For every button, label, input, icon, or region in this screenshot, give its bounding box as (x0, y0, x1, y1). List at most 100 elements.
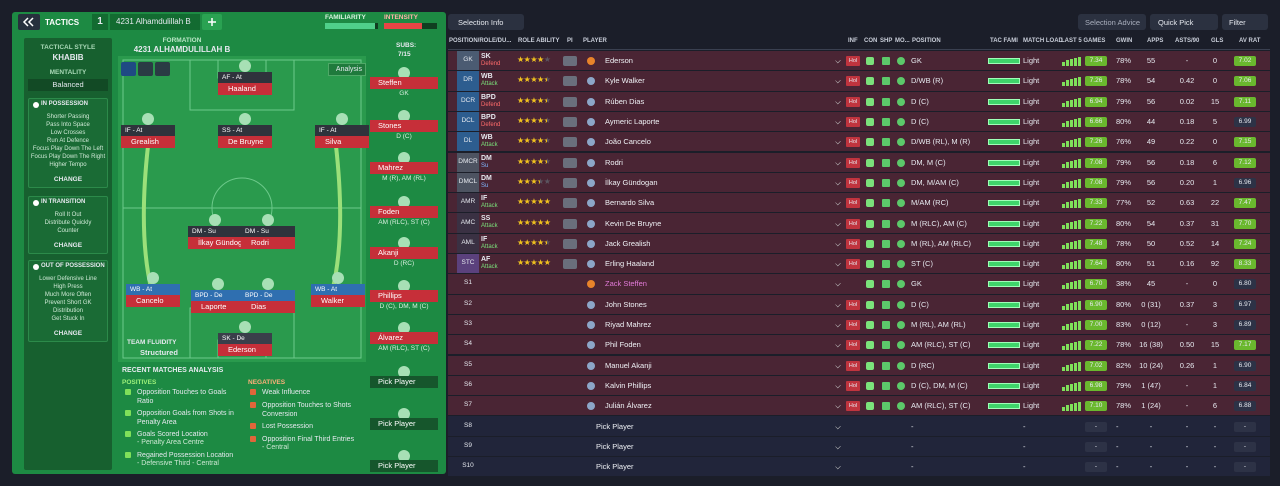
player-role[interactable]: AF - At (218, 72, 272, 83)
view-toggle[interactable] (155, 62, 170, 76)
column-header[interactable]: GLS (1211, 38, 1224, 44)
role[interactable]: AF (481, 256, 491, 263)
filter-button[interactable] (1222, 14, 1268, 30)
column-header[interactable]: CON (864, 38, 878, 44)
mentality-select[interactable]: Balanced (28, 79, 108, 91)
back-button[interactable] (18, 14, 40, 30)
sub-name[interactable]: Stones (370, 120, 438, 132)
formation-name[interactable]: 4231 ALHAMDULILLAH B (133, 45, 231, 54)
player-role[interactable]: IF - At (121, 125, 175, 136)
duty[interactable]: Attack (481, 223, 498, 230)
duty[interactable]: Defend (481, 101, 501, 108)
duty[interactable]: Attack (481, 81, 498, 88)
player-name[interactable]: Rúben Dias (605, 96, 645, 106)
duty[interactable]: Attack (481, 142, 498, 149)
add-tactic-button[interactable] (202, 14, 222, 30)
player-name[interactable]: Walker (311, 295, 365, 307)
player-name[interactable]: Pick Player (596, 441, 634, 451)
player-role[interactable]: WB - At (311, 284, 365, 295)
duty[interactable]: Defend (481, 61, 501, 67)
role[interactable]: IF (481, 195, 488, 203)
player-name[interactable]: João Cancelo (605, 137, 651, 147)
column-header[interactable]: PLAYER (583, 38, 607, 44)
column-header[interactable]: MATCH LOAD (1023, 38, 1063, 44)
role[interactable]: DM (481, 154, 492, 162)
column-header[interactable]: PI (567, 38, 573, 44)
player-name[interactable]: Bernardo Silva (605, 198, 655, 208)
player-name[interactable]: Erling Haaland (605, 259, 655, 269)
player-name[interactable]: Silva (315, 136, 369, 148)
change-button[interactable]: CHANGE (53, 242, 83, 249)
change-button[interactable]: CHANGE (53, 176, 83, 183)
player-name[interactable]: Ederson (218, 344, 272, 356)
sub-name[interactable]: Foden (370, 206, 438, 218)
player-role[interactable]: IF - At (315, 125, 369, 136)
player-name[interactable]: Grealish (121, 136, 175, 148)
player-role[interactable]: SK - De (218, 333, 272, 344)
player-name[interactable]: Zack Steffen (605, 279, 647, 289)
player-name[interactable]: Kyle Walker (605, 76, 645, 86)
quick-pick-button[interactable] (1150, 14, 1218, 30)
sub-name[interactable]: Steffen (370, 77, 438, 89)
player-role[interactable]: SS - At (218, 125, 272, 136)
sub-name[interactable]: Álvarez (370, 332, 438, 344)
player-name[interactable]: De Bruyne (218, 136, 272, 148)
column-header[interactable]: POSITION/ROLE/DU... (449, 38, 512, 44)
player-name[interactable]: Pick Player (596, 462, 634, 472)
duty[interactable]: Attack (481, 264, 498, 270)
column-header[interactable]: GWIN (1116, 38, 1133, 44)
player-name[interactable]: Haaland (218, 83, 272, 95)
sub-name[interactable]: Akanji (370, 247, 438, 259)
tactic-slot[interactable]: 1 (92, 14, 108, 30)
role[interactable]: SK (481, 53, 491, 60)
player-name[interactable]: Rodri (605, 157, 623, 167)
duty[interactable]: Attack (481, 243, 498, 250)
player-name[interactable]: Julián Álvarez (605, 401, 652, 411)
player-name[interactable]: Pick Player (596, 421, 634, 431)
player-name[interactable]: Laporte (191, 301, 245, 313)
duty[interactable]: Defend (481, 121, 501, 128)
column-header[interactable]: APPS (1147, 38, 1164, 44)
column-header[interactable]: ASTS/90 (1175, 38, 1200, 44)
sub-name[interactable]: Pick Player (370, 418, 438, 430)
role[interactable]: SS (481, 215, 491, 223)
player-name[interactable]: Riyad Mahrez (605, 320, 652, 330)
player-name[interactable]: Rodri (241, 237, 295, 249)
role[interactable]: BPD (481, 93, 496, 101)
player-name[interactable]: Jack Grealish (605, 238, 651, 248)
duty[interactable]: Attack (481, 203, 498, 210)
player-name[interactable]: Kevin De Bruyne (605, 218, 662, 228)
selection-info-button[interactable] (448, 14, 524, 30)
duty[interactable]: Su (481, 162, 489, 169)
role[interactable]: IF (481, 235, 488, 243)
column-header[interactable]: POSITION (912, 38, 941, 44)
player-role[interactable]: DM - Su (241, 226, 295, 237)
player-role[interactable]: BPD - De (241, 290, 295, 301)
column-header[interactable]: ROLE ABILITY (518, 38, 560, 44)
player-name[interactable]: Ederson (605, 56, 633, 66)
change-button[interactable]: CHANGE (53, 330, 83, 337)
role[interactable]: WB (481, 134, 493, 142)
player-name[interactable]: İlkay Gündogan (605, 177, 658, 187)
player-name[interactable]: Kalvin Phillips (605, 380, 652, 390)
duty[interactable]: Su (481, 182, 489, 189)
player-name[interactable]: Aymeric Laporte (605, 117, 660, 127)
column-header[interactable]: AV RAT (1239, 38, 1261, 44)
sub-name[interactable]: Pick Player (370, 460, 438, 472)
style-name[interactable]: KHABIB (52, 53, 84, 62)
player-role[interactable]: BPD - De (191, 290, 245, 301)
selection-advice-button[interactable] (1078, 14, 1146, 30)
analysis-button[interactable]: Analysis (328, 63, 366, 76)
player-name[interactable]: Dias (241, 301, 295, 313)
view-toggle[interactable] (138, 62, 153, 76)
column-header[interactable]: LAST 5 GAMES (1061, 38, 1106, 44)
player-role[interactable]: WB - At (126, 284, 180, 295)
column-header[interactable]: INF (848, 38, 858, 44)
player-name[interactable]: John Stones (605, 299, 647, 309)
column-header[interactable]: TAC FAMI (990, 38, 1018, 44)
view-toggle[interactable] (121, 62, 136, 76)
sub-name[interactable]: Phillips (370, 290, 438, 302)
tactic-name[interactable]: 4231 Alhamdulillah B (110, 14, 200, 30)
column-header[interactable]: SHP (880, 38, 893, 44)
role[interactable]: DM (481, 174, 492, 182)
